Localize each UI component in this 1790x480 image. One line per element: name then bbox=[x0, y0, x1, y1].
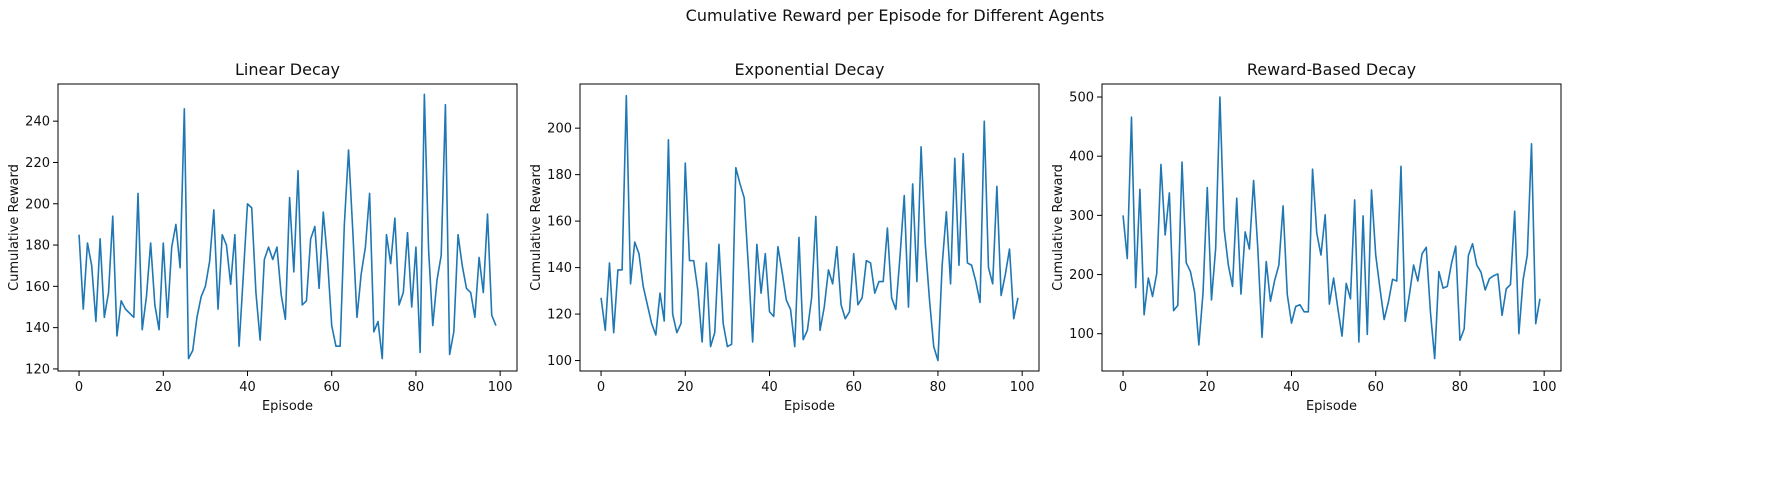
x-tick-label: 80 bbox=[930, 380, 947, 395]
y-tick-label: 220 bbox=[25, 156, 50, 171]
y-tick-label: 200 bbox=[547, 122, 572, 137]
y-tick-label: 180 bbox=[25, 239, 50, 254]
y-tick-label: 200 bbox=[25, 197, 50, 212]
figure-suptitle: Cumulative Reward per Episode for Differ… bbox=[685, 6, 1105, 25]
y-tick-label: 180 bbox=[547, 168, 572, 183]
x-tick-label: 60 bbox=[845, 380, 862, 395]
x-tick-label: 0 bbox=[1119, 380, 1127, 395]
series-line bbox=[78, 93, 497, 360]
x-tick-label: 100 bbox=[1532, 380, 1557, 395]
y-tick-label: 140 bbox=[25, 321, 50, 336]
x-tick-label: 20 bbox=[677, 380, 694, 395]
x-axis-label: Episode bbox=[262, 399, 313, 414]
x-tick-label: 40 bbox=[1283, 380, 1300, 395]
y-tick-label: 160 bbox=[547, 215, 572, 230]
chart-exponential-decay: Exponential Decay 0 20 40 60 80 100 100 120 140 16… bbox=[529, 60, 1040, 414]
y-tick-label: 120 bbox=[25, 362, 50, 377]
x-tick-label: 100 bbox=[488, 380, 513, 395]
chart-title: Reward-Based Decay bbox=[1247, 60, 1416, 79]
x-tick-label: 80 bbox=[408, 380, 425, 395]
y-tick-label: 300 bbox=[1069, 209, 1094, 224]
y-tick-label: 500 bbox=[1069, 91, 1094, 106]
x-tick-label: 20 bbox=[1199, 380, 1216, 395]
series-line bbox=[600, 94, 1019, 362]
y-axis-label: Cumulative Reward bbox=[1051, 164, 1066, 291]
x-tick-label: 40 bbox=[761, 380, 778, 395]
plot-frame bbox=[579, 83, 1040, 372]
chart-title: Exponential Decay bbox=[735, 60, 885, 79]
y-axis-label: Cumulative Reward bbox=[7, 164, 22, 291]
x-tick-label: 40 bbox=[239, 380, 256, 395]
x-tick-label: 0 bbox=[597, 380, 605, 395]
y-tick-label: 100 bbox=[1069, 327, 1094, 342]
y-tick-label: 240 bbox=[25, 115, 50, 130]
y-tick-label: 160 bbox=[25, 280, 50, 295]
x-tick-label: 60 bbox=[323, 380, 340, 395]
plot-frame bbox=[57, 83, 518, 372]
y-tick-label: 200 bbox=[1069, 268, 1094, 283]
chart-title: Linear Decay bbox=[235, 60, 340, 79]
x-axis-label: Episode bbox=[784, 399, 835, 414]
x-tick-label: 20 bbox=[155, 380, 172, 395]
x-tick-label: 0 bbox=[75, 380, 83, 395]
y-axis-label: Cumulative Reward bbox=[529, 164, 544, 291]
y-tick-label: 120 bbox=[547, 308, 572, 323]
x-tick-label: 100 bbox=[1010, 380, 1035, 395]
y-tick-label: 400 bbox=[1069, 150, 1094, 165]
y-tick-label: 100 bbox=[547, 354, 572, 369]
y-tick-label: 140 bbox=[547, 261, 572, 276]
x-tick-label: 60 bbox=[1367, 380, 1384, 395]
plot-frame bbox=[1101, 83, 1562, 372]
series-line bbox=[1122, 96, 1541, 360]
chart-linear-decay: Linear Decay 0 20 40 60 80 100 120 140 160 180 200 2… bbox=[7, 60, 518, 414]
x-axis-label: Episode bbox=[1306, 399, 1357, 414]
x-tick-label: 80 bbox=[1452, 380, 1469, 395]
chart-reward-based-decay: Reward-Based Decay 0 20 40 60 80 100 100 200 300 4… bbox=[1051, 60, 1562, 414]
